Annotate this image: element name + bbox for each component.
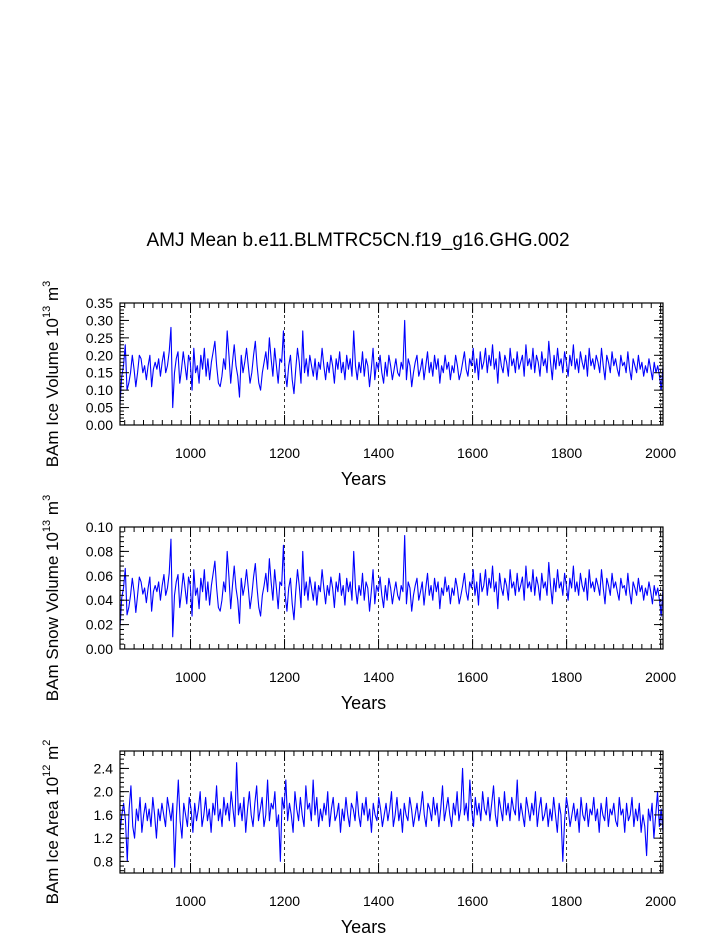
x-tick-label: 1000 [175,893,206,909]
y-tick-label: 1.2 [94,830,114,846]
y-axis-label: BAm Ice Area 1012 m2 [41,740,62,905]
y-axis-label-part: m [43,287,62,306]
series-line-snow-volume [119,534,664,638]
x-tick-label: 1200 [269,893,300,909]
y-axis-label-part: m [43,746,62,765]
x-tick-label: 2000 [645,445,676,461]
plot-frame [119,302,664,426]
x-axis-label: Years [341,693,386,713]
x-tick-label: 1200 [269,669,300,685]
x-tick-label: 1400 [363,445,394,461]
plot-frame [119,750,664,874]
x-tick-label: 1000 [175,669,206,685]
y-axis-label-part: BAm Snow Volume 10 [43,532,62,701]
y-axis-label-superscript: 12 [41,765,53,777]
y-tick-label: 0.02 [86,617,113,633]
y-axis-label: BAm Snow Volume 1013 m3 [41,495,62,701]
y-tick-label: 0.06 [86,568,113,584]
x-tick-label: 1400 [363,893,394,909]
y-tick-label: 0.04 [86,592,113,608]
y-tick-label: 2.0 [94,784,114,800]
y-axis-label-part: BAm Ice Volume 10 [43,318,62,467]
x-tick-label: 2000 [645,893,676,909]
y-tick-label: 0.20 [86,347,113,363]
chart-title: AMJ Mean b.e11.BLMTRC5CN.f19_g16.GHG.002 [146,230,569,251]
y-axis-label-superscript: 3 [41,281,53,287]
y-axis-label: BAm Ice Volume 1013 m3 [41,281,62,468]
panel-snow-volume: 1000 1200 1400 1600 1800 2000 0.00 0.02 0.04 0.06… [41,495,676,713]
y-axis-label-superscript: 13 [41,520,53,532]
y-tick-label: 0.00 [86,641,113,657]
y-axis-label-superscript: 3 [41,495,53,501]
series-line-ice-area [119,762,664,868]
plot-frame [119,526,664,650]
y-axis-label-superscript: 13 [41,306,53,318]
x-tick-label: 1400 [363,669,394,685]
y-axis-label-part: BAm Ice Area 10 [43,777,62,905]
x-axis-label: Years [341,469,386,489]
y-tick-label: 0.05 [86,400,113,416]
x-tick-label: 1200 [269,445,300,461]
y-tick-label: 0.10 [86,519,113,535]
x-tick-label: 2000 [645,669,676,685]
y-axis-label-part: m [43,501,62,520]
y-axis-label-superscript: 2 [41,740,53,746]
y-tick-label: 1.6 [94,807,114,823]
y-tick-label: 0.35 [86,295,113,311]
y-tick-label: 0.08 [86,543,113,559]
x-tick-label: 1800 [551,669,582,685]
panel-ice-volume: 1000 1200 1400 1600 1800 2000 0.000.05 0.100.15… [41,281,676,489]
x-tick-label: 1600 [457,445,488,461]
x-tick-label: 1800 [551,893,582,909]
y-tick-label: 0.25 [86,330,113,346]
y-tick-label: 0.10 [86,382,113,398]
y-tick-label: 0.30 [86,312,113,328]
y-tick-label: 2.4 [94,760,114,776]
x-tick-label: 1600 [457,669,488,685]
series-line-ice-volume [119,319,664,409]
x-tick-label: 1800 [551,445,582,461]
x-axis-label: Years [341,917,386,935]
panel-ice-area: 1000 1200 1400 1600 1800 2000 0.8 1.2 1.6 2.0 2.4 Y… [41,740,676,937]
x-tick-label: 1000 [175,445,206,461]
y-tick-label: 0.15 [86,365,113,381]
x-tick-label: 1600 [457,893,488,909]
y-tick-label: 0.00 [86,417,113,433]
y-tick-label: 0.8 [94,853,114,869]
